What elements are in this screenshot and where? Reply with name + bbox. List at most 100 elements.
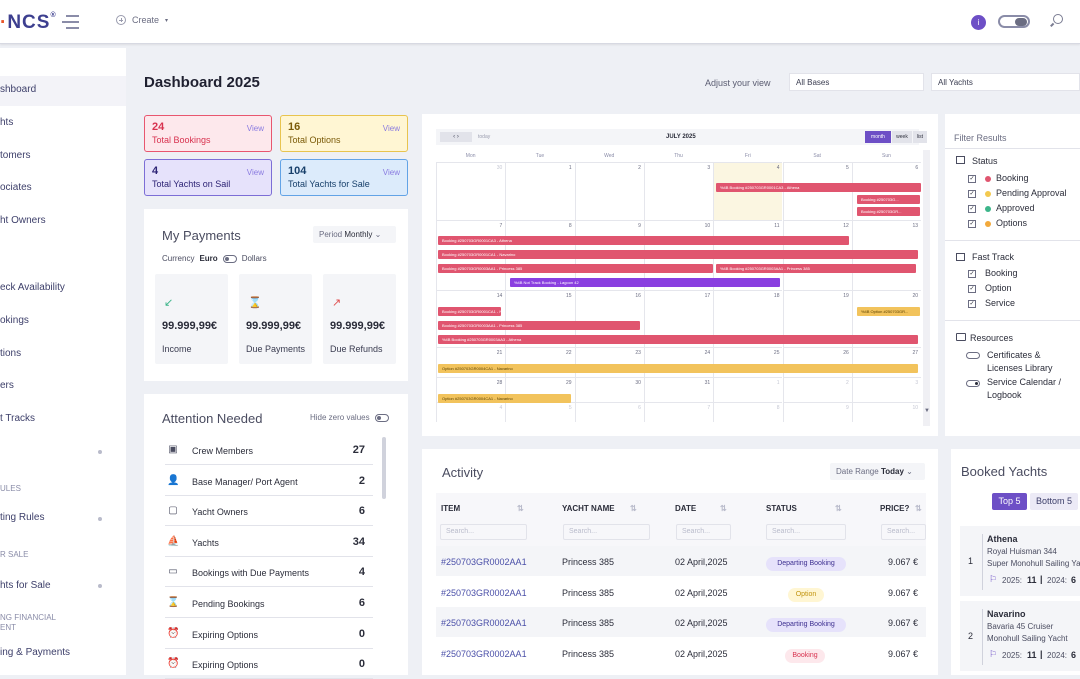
fast-track-checkbox[interactable]: ✓	[968, 270, 976, 278]
calendar-today-button[interactable]: today	[478, 134, 491, 140]
calendar-day-cell[interactable]: 1	[505, 162, 575, 220]
calendar-day-cell[interactable]: 2	[574, 162, 644, 220]
resource-service-calendar[interactable]: Service Calendar /	[987, 377, 1062, 387]
view-link[interactable]: View	[382, 168, 400, 177]
status-checkbox[interactable]: ✓	[968, 205, 976, 213]
calendar-event[interactable]: Booking #250703GR0001CA3 - Athena	[438, 236, 849, 245]
calendar-event[interactable]: %4B Booking #250703GR0003AA1 - Princess …	[716, 264, 916, 273]
period-select[interactable]: Period Monthly ⌄	[313, 226, 396, 243]
sidebar-item[interactable]: hts	[0, 117, 14, 128]
calendar-day-cell[interactable]: 15	[505, 290, 575, 347]
calendar-event[interactable]: Booking #250703GR0001CA1 - N...	[438, 307, 501, 316]
bases-select[interactable]: All Bases	[789, 73, 924, 91]
currency-switch[interactable]: Currency Euro Dollars	[162, 254, 267, 263]
bookmark-icon[interactable]: ⚐	[989, 574, 998, 584]
attention-row[interactable]: ▣ Crew Members 27	[165, 435, 373, 465]
calendar-event[interactable]: Booking #250703GR0003AA1 - Princess 385	[438, 321, 640, 330]
calendar-day-cell[interactable]: 20	[851, 290, 922, 347]
booked-yacht-card[interactable]: 2 Navarino Bavaria 45 Cruiser Monohull Sail…	[960, 601, 1080, 671]
calendar-day-cell[interactable]: 26	[782, 347, 852, 377]
bottom5-tab[interactable]: Bottom 5	[1030, 493, 1078, 510]
date-range-select[interactable]: Date Range Today ⌄	[830, 463, 925, 480]
toggle-icon[interactable]	[966, 380, 980, 387]
toggle-icon[interactable]	[966, 352, 980, 359]
calendar-day-cell[interactable]: 1	[713, 377, 783, 402]
col-yacht-name[interactable]: YACHT NAME	[562, 504, 615, 513]
hide-zero-toggle[interactable]: Hide zero values	[310, 413, 389, 422]
calendar-day-cell[interactable]: 27	[851, 347, 922, 377]
attention-row[interactable]: ▭ Bookings with Due Payments 4	[165, 557, 373, 588]
sidebar-item[interactable]: ers	[0, 380, 14, 391]
table-row[interactable]: #250703GR0002AA1 Princess 385 02 April,202…	[436, 546, 926, 576]
calendar-event[interactable]: Option #250703GR0004CA1 - Navarino	[438, 364, 918, 373]
fast-track-checkbox[interactable]: ✓	[968, 300, 976, 308]
calendar-week-view[interactable]: week	[892, 131, 912, 143]
sidebar-item[interactable]: hts for Sale	[0, 580, 51, 591]
status-filter-label[interactable]: Approved	[996, 203, 1035, 213]
booked-yacht-card[interactable]: 1 Athena Royal Huisman 344 Super Monohull S…	[960, 526, 1080, 596]
status-checkbox[interactable]: ✓	[968, 175, 976, 183]
yachts-select[interactable]: All Yachts	[931, 73, 1080, 91]
search-icon[interactable]	[1053, 14, 1063, 24]
calendar-day-cell[interactable]: 4	[436, 402, 506, 422]
resources-header[interactable]: Resources	[970, 333, 1014, 343]
calendar-scrollbar[interactable]: ▼	[923, 150, 930, 426]
status-filter-label[interactable]: Booking	[996, 173, 1029, 183]
logo[interactable]: ·NCS®	[0, 12, 57, 33]
calendar-day-cell[interactable]: 22	[505, 347, 575, 377]
status-filter-label[interactable]: Options	[996, 218, 1028, 228]
menu-icon[interactable]	[62, 15, 79, 29]
sidebar-item[interactable]: shboard	[0, 84, 37, 95]
calendar-day-cell[interactable]: 24	[643, 347, 714, 377]
expand-dot-icon[interactable]	[98, 450, 102, 454]
item-link[interactable]: #250703GR0002AA1	[441, 557, 527, 567]
table-row[interactable]: #250703GR0002AA1 Princess 385 02 April,202…	[436, 638, 926, 668]
yachts-for-sale-card[interactable]: 104 Total Yachts for Sale View	[280, 159, 408, 196]
calendar-day-cell[interactable]: 17	[643, 290, 714, 347]
calendar-day-cell[interactable]: 16	[574, 290, 644, 347]
calendar-event[interactable]: Option #250703GR0004CA1 - Navarino	[438, 394, 571, 403]
calendar-day-cell[interactable]: 30	[436, 162, 506, 220]
search-yacht-input[interactable]: Search...	[563, 524, 650, 540]
total-options-card[interactable]: 16 Total Options View	[280, 115, 408, 152]
calendar-day-cell[interactable]: 29	[505, 377, 575, 402]
col-item[interactable]: ITEM	[441, 504, 461, 513]
calendar-event[interactable]: Booking #250703GR...	[857, 207, 920, 216]
fast-track-filter-label[interactable]: Booking	[985, 268, 1018, 278]
expand-dot-icon[interactable]	[98, 584, 102, 588]
calendar-event[interactable]: Booking #250703GR0001CA1 - Navarino	[438, 250, 918, 259]
item-link[interactable]: #250703GR0002AA1	[441, 648, 527, 659]
sidebar-item[interactable]: ht Owners	[0, 215, 46, 226]
resource-certificates[interactable]: Certificates &	[987, 350, 1041, 360]
calendar-day-cell[interactable]: 14	[436, 290, 506, 347]
calendar-day-cell[interactable]: 10	[851, 402, 922, 422]
calendar-day-cell[interactable]: 5	[505, 402, 575, 422]
calendar-day-cell[interactable]: 6	[574, 402, 644, 422]
attention-row[interactable]: ⏰ Expiring Options 0	[165, 619, 373, 649]
status-checkbox[interactable]: ✓	[968, 220, 976, 228]
calendar-event[interactable]: %4B Booking #250703GR0001CA3 - Athena	[716, 183, 921, 192]
calendar-day-cell[interactable]: 25	[713, 347, 783, 377]
col-price[interactable]: PRICE?	[880, 504, 910, 513]
calendar-day-cell[interactable]: 28	[436, 377, 506, 402]
calendar-day-cell[interactable]: 31	[643, 377, 714, 402]
search-price-input[interactable]: Search...	[881, 524, 926, 540]
calendar-day-cell[interactable]: 21	[436, 347, 506, 377]
sort-icon[interactable]: ⇅	[630, 504, 637, 513]
yachts-on-sail-card[interactable]: 4 Total Yachts on Sail View	[144, 159, 272, 196]
search-status-input[interactable]: Search...	[766, 524, 846, 540]
sidebar-item[interactable]: eck Availability	[0, 282, 65, 293]
view-link[interactable]: View	[246, 168, 264, 177]
calendar-day-cell[interactable]: 7	[436, 220, 506, 290]
calendar-list-view[interactable]: list	[913, 131, 927, 143]
calendar-prev-next[interactable]: ‹ ›	[440, 132, 472, 142]
calendar-day-cell[interactable]: 3	[643, 162, 714, 220]
avatar[interactable]: i	[971, 15, 986, 30]
calendar-event[interactable]: Booking #250703GR0003AA1 - Princess 385	[438, 264, 713, 273]
fast-track-checkbox[interactable]: ✓	[968, 285, 976, 293]
item-link[interactable]: #250703GR0002AA1	[441, 587, 527, 598]
sidebar-item[interactable]: tomers	[0, 150, 31, 161]
currency-toggle[interactable]	[222, 254, 237, 263]
item-link[interactable]: #250703GR0002AA1	[441, 618, 527, 629]
attention-row[interactable]: ⌛ Pending Bookings 6	[165, 588, 373, 618]
